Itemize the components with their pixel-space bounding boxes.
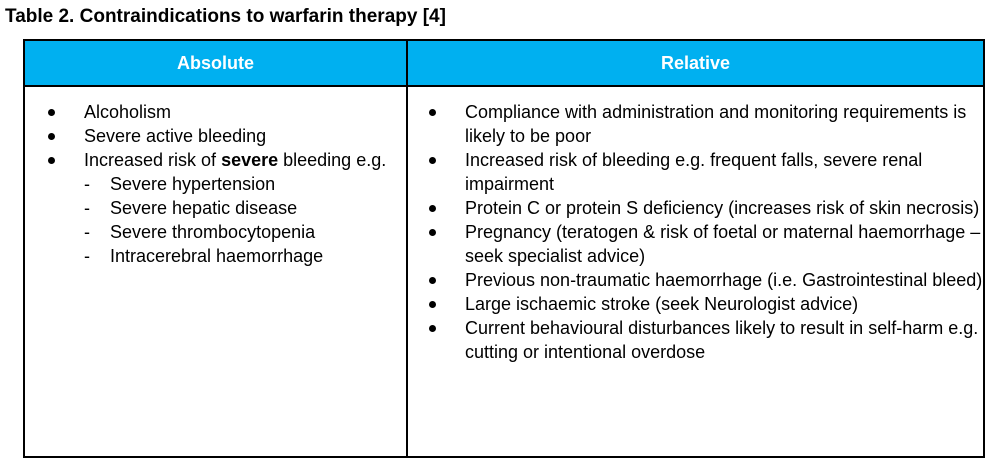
dash-marker: - xyxy=(84,174,90,194)
bullet-icon xyxy=(425,268,465,292)
risk-text-after: bleeding e.g. xyxy=(278,150,387,170)
bullet-icon xyxy=(44,148,84,172)
bullet-icon xyxy=(425,316,465,340)
bullet-icon xyxy=(425,292,465,316)
list-item: Increased risk of bleeding e.g. frequent… xyxy=(425,148,985,196)
absolute-column: Alcoholism Severe active bleeding Increa… xyxy=(44,100,404,268)
list-item: Severe active bleeding xyxy=(44,124,404,148)
risk-text-bold: severe xyxy=(221,150,279,170)
bullet-icon xyxy=(425,100,465,124)
list-item: Protein C or protein S deficiency (incre… xyxy=(425,196,985,220)
sub-list-item-text: Severe hepatic disease xyxy=(110,198,298,218)
list-item-text: Protein C or protein S deficiency (incre… xyxy=(465,198,980,218)
list-item-text: Increased risk of bleeding e.g. frequent… xyxy=(465,150,923,194)
list-item: Current behavioural disturbances likely … xyxy=(425,316,985,364)
column-divider xyxy=(406,41,408,456)
list-item: Increased risk of severe bleeding e.g. xyxy=(44,148,404,172)
sub-list-item-text: Severe thrombocytopenia xyxy=(110,222,316,242)
risk-text-before: Increased risk of xyxy=(84,150,222,170)
list-item-text: Large ischaemic stroke (seek Neurologist… xyxy=(465,294,859,314)
table-caption: Table 2. Contraindications to warfarin t… xyxy=(5,6,446,27)
list-item-text: Pregnancy (teratogen & risk of foetal or… xyxy=(465,222,981,266)
list-item: Alcoholism xyxy=(44,100,404,124)
bullet-icon xyxy=(44,100,84,124)
dash-marker: - xyxy=(84,198,90,218)
list-item-text: Alcoholism xyxy=(84,102,172,122)
list-item: Pregnancy (teratogen & risk of foetal or… xyxy=(425,220,985,268)
sub-list-item: - Severe hypertension xyxy=(44,172,404,196)
list-item: Previous non-traumatic haemorrhage (i.e.… xyxy=(425,268,985,292)
bullet-icon xyxy=(425,196,465,220)
relative-column: Compliance with administration and monit… xyxy=(425,100,985,364)
sub-list-item-text: Intracerebral haemorrhage xyxy=(110,246,324,266)
bullet-icon xyxy=(425,220,465,244)
header-absolute: Absolute xyxy=(25,41,406,85)
header-divider xyxy=(25,85,983,87)
bullet-icon xyxy=(44,124,84,148)
dash-marker: - xyxy=(84,246,90,266)
bullet-icon xyxy=(425,148,465,172)
sub-list-item: - Severe hepatic disease xyxy=(44,196,404,220)
list-item-text: Previous non-traumatic haemorrhage (i.e.… xyxy=(465,270,983,290)
list-item: Compliance with administration and monit… xyxy=(425,100,985,148)
list-item-text: Current behavioural disturbances likely … xyxy=(465,318,979,362)
list-item-text: Severe active bleeding xyxy=(84,126,267,146)
header-relative: Relative xyxy=(408,41,983,85)
dash-marker: - xyxy=(84,222,90,242)
sub-list-item-text: Severe hypertension xyxy=(110,174,276,194)
contraindications-table: Absolute Relative Alcoholism Severe acti… xyxy=(23,39,985,458)
sub-list-item: - Severe thrombocytopenia xyxy=(44,220,404,244)
sub-list-item: - Intracerebral haemorrhage xyxy=(44,244,404,268)
list-item: Large ischaemic stroke (seek Neurologist… xyxy=(425,292,985,316)
list-item-text: Increased risk of severe bleeding e.g. xyxy=(84,148,404,172)
list-item-text: Compliance with administration and monit… xyxy=(465,102,967,146)
